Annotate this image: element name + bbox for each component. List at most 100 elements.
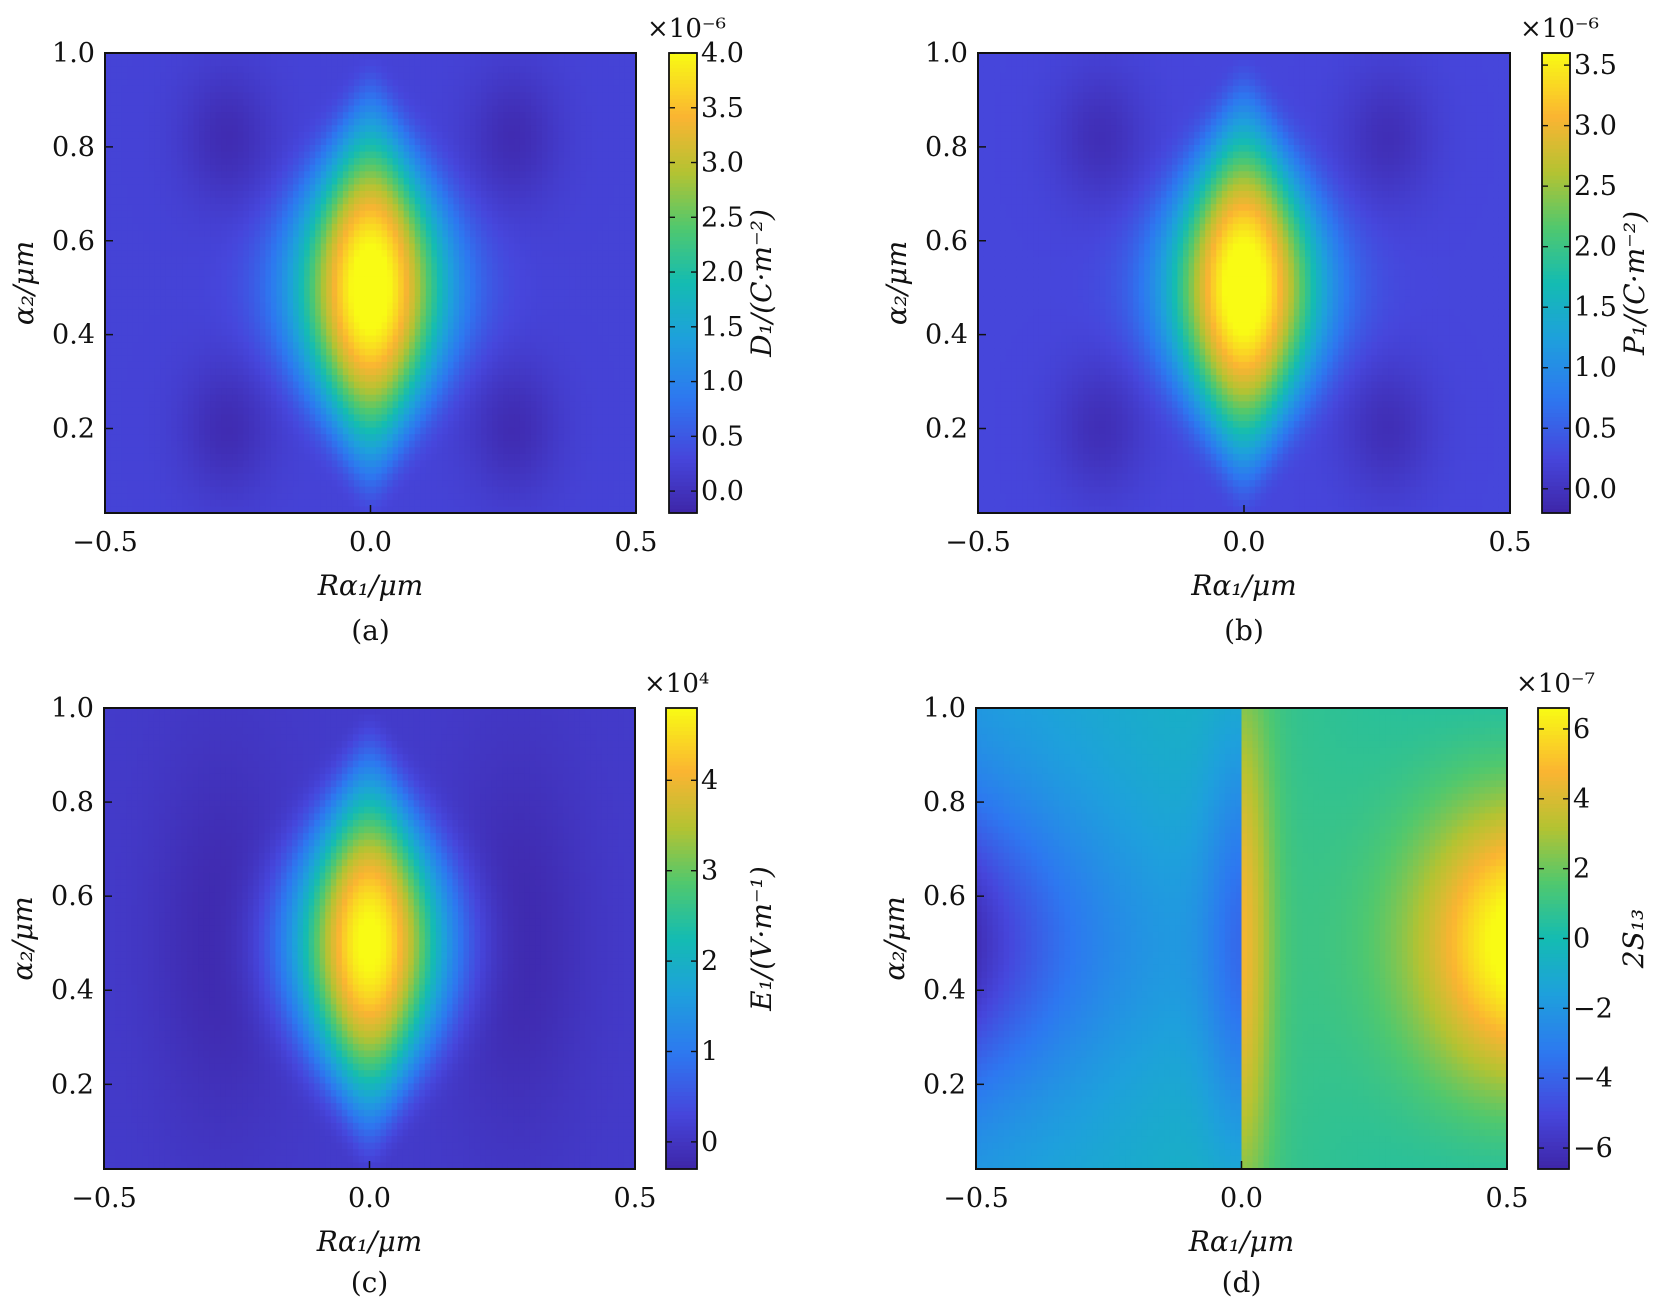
heatmap-cell — [105, 204, 112, 212]
heatmap-cell — [293, 138, 300, 146]
heatmap-cell — [215, 348, 222, 356]
heatmap-cell — [364, 440, 372, 448]
heatmap-cell — [464, 184, 471, 192]
heatmap-cell — [414, 112, 421, 120]
heatmap-cell — [331, 171, 338, 179]
heatmap-cell — [232, 158, 239, 166]
heatmap-cell — [376, 171, 383, 179]
heatmap-cell — [176, 79, 184, 87]
heatmap-cell — [105, 171, 112, 179]
heatmap-cell — [420, 388, 427, 396]
heatmap-cell — [237, 296, 244, 304]
heatmap-cell — [431, 53, 438, 61]
heatmap-cell — [298, 53, 305, 61]
heatmap-cell — [210, 368, 217, 376]
heatmap-cell — [376, 407, 383, 416]
heatmap-cell — [381, 112, 388, 120]
heatmap-cell — [232, 145, 239, 153]
heatmap-cell — [348, 237, 355, 245]
heatmap-cell — [453, 361, 460, 370]
heatmap-cell — [105, 269, 112, 278]
heatmap-cell — [481, 447, 488, 455]
heatmap-cell — [254, 59, 261, 67]
heatmap-cell — [414, 467, 421, 475]
heatmap-cell — [298, 322, 305, 330]
heatmap-cell — [470, 381, 477, 389]
heatmap-cell — [359, 394, 366, 402]
heatmap-cell — [282, 131, 289, 140]
heatmap-cell — [453, 315, 460, 324]
heatmap-cell — [132, 177, 139, 186]
heatmap-cell — [182, 256, 189, 264]
heatmap-cell — [110, 92, 117, 100]
heatmap-cell — [370, 276, 377, 284]
heatmap-cell — [492, 112, 499, 120]
heatmap-cell — [348, 440, 355, 448]
heatmap-cell — [442, 276, 449, 284]
heatmap-cell — [464, 99, 471, 107]
heatmap-cell — [431, 434, 438, 442]
heatmap-cell — [259, 53, 267, 61]
heatmap-cell — [486, 53, 493, 61]
heatmap-cell — [259, 493, 267, 501]
heatmap-cell — [425, 263, 432, 271]
heatmap-cell — [470, 269, 477, 278]
heatmap-cell — [160, 388, 167, 396]
heatmap-cell — [243, 394, 250, 402]
heatmap-cell — [492, 499, 499, 508]
heatmap-cell — [143, 118, 150, 126]
heatmap-cell — [110, 283, 117, 291]
heatmap-cell — [143, 66, 150, 74]
heatmap-cell — [409, 506, 416, 514]
heatmap-cell — [464, 302, 471, 310]
heatmap-cell — [348, 72, 355, 80]
heatmap-cell — [215, 322, 222, 330]
heatmap-cell — [193, 66, 200, 74]
heatmap-cell — [492, 256, 499, 264]
heatmap-cell — [243, 99, 250, 107]
heatmap-cell — [453, 164, 460, 172]
heatmap-cell — [392, 66, 399, 74]
heatmap-cell — [226, 105, 233, 113]
heatmap-cell — [420, 125, 427, 133]
heatmap-cell — [176, 230, 184, 238]
heatmap-cell — [193, 493, 200, 501]
heatmap-cell — [254, 499, 261, 508]
heatmap-cell — [481, 79, 488, 87]
heatmap-cell — [105, 283, 112, 291]
heatmap-cell — [464, 493, 471, 501]
heatmap-cell — [420, 499, 427, 508]
heatmap-cell — [475, 335, 482, 343]
heatmap-cell — [376, 250, 383, 258]
heatmap-cell — [165, 131, 172, 140]
heatmap-cell — [204, 315, 211, 324]
heatmap-cell — [348, 493, 355, 501]
heatmap-cell — [138, 276, 145, 284]
heatmap-cell — [138, 499, 145, 508]
heatmap-cell — [160, 138, 167, 146]
heatmap-cell — [149, 125, 156, 133]
heatmap-cell — [287, 440, 294, 448]
heatmap-cell — [265, 53, 272, 61]
heatmap-cell — [359, 138, 366, 146]
heatmap-cell — [431, 151, 438, 159]
heatmap-cell — [392, 197, 399, 205]
heatmap-cell — [187, 210, 195, 218]
heatmap-cell — [270, 348, 278, 356]
heatmap-cell — [243, 105, 250, 113]
heatmap-cell — [326, 276, 333, 284]
heatmap-cell — [381, 375, 388, 383]
heatmap-cell — [376, 145, 383, 153]
heatmap-cell — [353, 256, 361, 264]
heatmap-cell — [210, 414, 217, 422]
heatmap-cell — [154, 237, 161, 245]
heatmap-cell — [226, 348, 233, 356]
heatmap-cell — [127, 394, 134, 402]
heatmap-cell — [243, 197, 250, 205]
heatmap-cell — [470, 329, 477, 337]
heatmap-cell — [160, 59, 167, 67]
heatmap-cell — [282, 493, 289, 501]
heatmap-cell — [232, 112, 239, 120]
heatmap-cell — [215, 85, 222, 94]
heatmap-cell — [304, 375, 311, 383]
